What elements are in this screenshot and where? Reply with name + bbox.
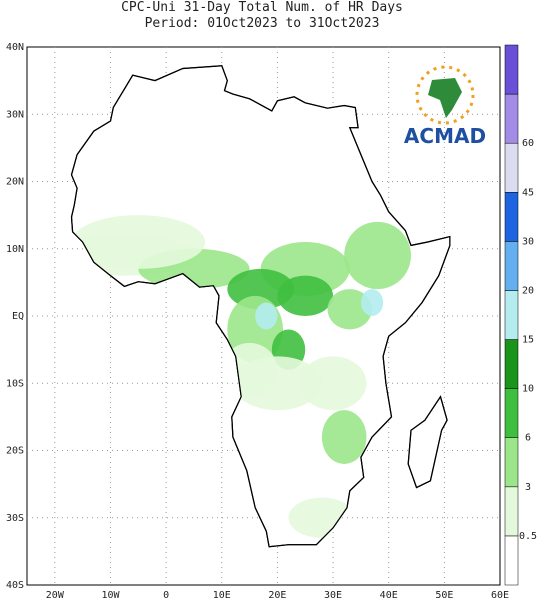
latitude-label: 40N [6, 42, 24, 53]
colorbar-label: 15 [522, 335, 534, 346]
logo-sun [415, 65, 475, 125]
longitude-label: 50E [435, 590, 453, 600]
coastline [70, 65, 451, 548]
colorbar-swatch [504, 535, 519, 586]
rain-area [299, 356, 367, 411]
longitude-label: 20W [46, 590, 65, 600]
latitude-label: 30S [6, 513, 24, 524]
rain-area [255, 302, 278, 330]
longitude-label: 40E [380, 590, 398, 600]
rain-area [360, 289, 384, 316]
colorbar-label: 10 [522, 384, 534, 395]
rain-area [321, 410, 367, 464]
rain-area [277, 275, 334, 317]
colorbar-label: 45 [522, 187, 534, 198]
latitude-label: EQ [12, 311, 24, 322]
latitude-label: 20S [6, 446, 24, 457]
latitude-label: 10N [6, 244, 24, 255]
colorbar-swatch [504, 290, 519, 340]
logo-africa [428, 78, 462, 118]
colorbar-label: 60 [522, 138, 534, 149]
colorbar-label: 30 [522, 236, 534, 247]
colorbar-swatch [504, 142, 519, 193]
colorbar-label: 6 [525, 433, 531, 444]
latitude-label: 40S [6, 580, 24, 591]
rain-area [344, 221, 411, 290]
longitude-label: 10E [213, 590, 231, 600]
logo-text: ACMAD [404, 124, 486, 148]
colorbar-label: 3 [525, 482, 531, 493]
colorbar-label: 0.5 [519, 531, 537, 542]
rain-area [327, 289, 373, 330]
colorbar-swatch [504, 93, 519, 144]
title-line-2: Period: 01Oct2023 to 31Oct2023 [145, 16, 380, 31]
colorbar-swatch [504, 388, 519, 438]
colorbar-swatch [504, 339, 519, 389]
colorbar-swatch [504, 437, 519, 488]
longitude-label: 60E [491, 590, 509, 600]
colorbar-swatch [504, 486, 519, 537]
title-line-1: CPC-Uni 31-Day Total Num. of HR Days [121, 0, 403, 15]
rain-area [71, 215, 206, 269]
longitude-label: 30E [324, 590, 342, 600]
colorbar-swatch [504, 44, 519, 95]
colorbar-swatch [504, 241, 519, 291]
latitude-label: 20N [6, 177, 24, 188]
latitude-label: 10S [6, 378, 24, 389]
latitude-label: 30N [6, 109, 24, 120]
longitude-label: 10W [101, 590, 120, 600]
longitude-label: 0 [163, 590, 169, 600]
colorbar-label: 20 [522, 285, 534, 296]
longitude-label: 20E [268, 590, 286, 600]
colorbar-swatch [504, 192, 519, 242]
logo: ACMAD [404, 65, 486, 148]
